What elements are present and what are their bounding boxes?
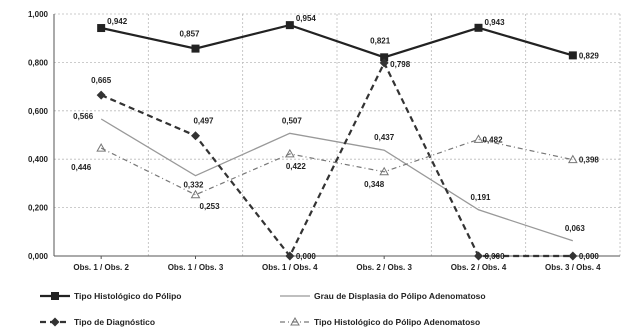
data-label: 0,943 (485, 18, 506, 27)
x-tick-label: Obs. 3 / Obs. 4 (545, 263, 601, 272)
point-diamond (474, 251, 483, 261)
y-tick-label: 0,800 (28, 58, 49, 67)
y-tick-label: 0,200 (28, 204, 49, 213)
data-label: 0,942 (107, 17, 128, 26)
point-square (285, 21, 294, 30)
legend-label: Tipo Histológico do Pólipo (74, 291, 182, 301)
data-label: 0,437 (374, 133, 395, 142)
x-axis: Obs. 1 / Obs. 2 Obs. 1 / Obs. 3 Obs. 1 / O… (73, 256, 601, 272)
data-label: 0,497 (193, 117, 214, 126)
point-square (97, 24, 106, 33)
point-diamond (50, 317, 60, 327)
legend-label: Grau de Displasia do Pólipo Adenomatoso (314, 291, 486, 301)
data-label: 0,482 (483, 135, 504, 144)
data-label: 0,954 (296, 14, 317, 23)
point-diamond (191, 131, 200, 141)
point-square (380, 53, 389, 62)
point-triangle (190, 189, 201, 199)
point-triangle (284, 148, 295, 158)
point-diamond (96, 90, 106, 100)
data-label: 0,398 (579, 156, 600, 165)
data-label: 0,798 (390, 60, 411, 69)
data-label: 0,829 (579, 51, 600, 60)
point-square (568, 51, 577, 60)
data-label: 0,000 (296, 252, 317, 261)
point-triangle (473, 134, 484, 143)
point-square (474, 23, 483, 32)
point-diamond (568, 251, 578, 261)
grid-lines (53, 13, 621, 257)
x-tick-label: Obs. 1 / Obs. 2 (73, 263, 129, 272)
x-tick-label: Obs. 2 / Obs. 4 (451, 263, 507, 272)
data-label: 0,348 (364, 180, 385, 189)
data-label: 0,063 (565, 224, 586, 233)
data-label: 0,566 (73, 112, 94, 121)
y-tick-label: 1,000 (28, 10, 49, 19)
point-square (191, 44, 200, 53)
series-line (100, 138, 573, 196)
point-diamond (379, 58, 389, 68)
legend: Tipo Histológico do Pólipo Grau de Displa… (40, 291, 486, 327)
series-line (100, 60, 573, 259)
data-label: 0,665 (91, 76, 112, 85)
data-label: 0,507 (282, 116, 303, 125)
x-tick-label: Obs. 2 / Obs. 3 (356, 263, 412, 272)
point-triangle (96, 143, 107, 152)
series-group (96, 21, 578, 261)
x-tick-label: Obs. 1 / Obs. 4 (262, 263, 318, 272)
y-tick-label: 0,000 (28, 252, 49, 261)
series-line (100, 118, 574, 242)
y-tick-label: 0,400 (28, 155, 49, 164)
data-label: 0,821 (370, 36, 391, 45)
point-diamond (285, 251, 295, 261)
data-label: 0,191 (470, 193, 491, 202)
point-triangle (567, 154, 578, 164)
y-axis: 0,000 0,200 0,400 0,600 0,800 1,000 (28, 10, 49, 261)
data-label: 0,422 (286, 162, 307, 171)
series-line (100, 23, 574, 59)
data-labels: 0,942 0,857 0,954 0,821 0,943 0,829 0,566 0,332… (71, 14, 599, 261)
x-tick-label: Obs. 1 / Obs. 3 (168, 263, 224, 272)
point-triangle (379, 166, 390, 176)
data-label: 0,000 (579, 252, 600, 261)
legend-label: Tipo de Diagnóstico (74, 317, 155, 327)
legend-label: Tipo Histológico do Pólipo Adenomatoso (314, 317, 480, 327)
point-triangle (290, 316, 300, 326)
data-label: 0,857 (179, 30, 200, 39)
data-label: 0,332 (183, 181, 204, 190)
point-square (51, 292, 59, 300)
y-tick-label: 0,600 (28, 107, 49, 116)
data-label: 0,253 (200, 202, 221, 211)
data-label: 0,446 (71, 163, 92, 172)
data-label: 0,000 (485, 252, 506, 261)
